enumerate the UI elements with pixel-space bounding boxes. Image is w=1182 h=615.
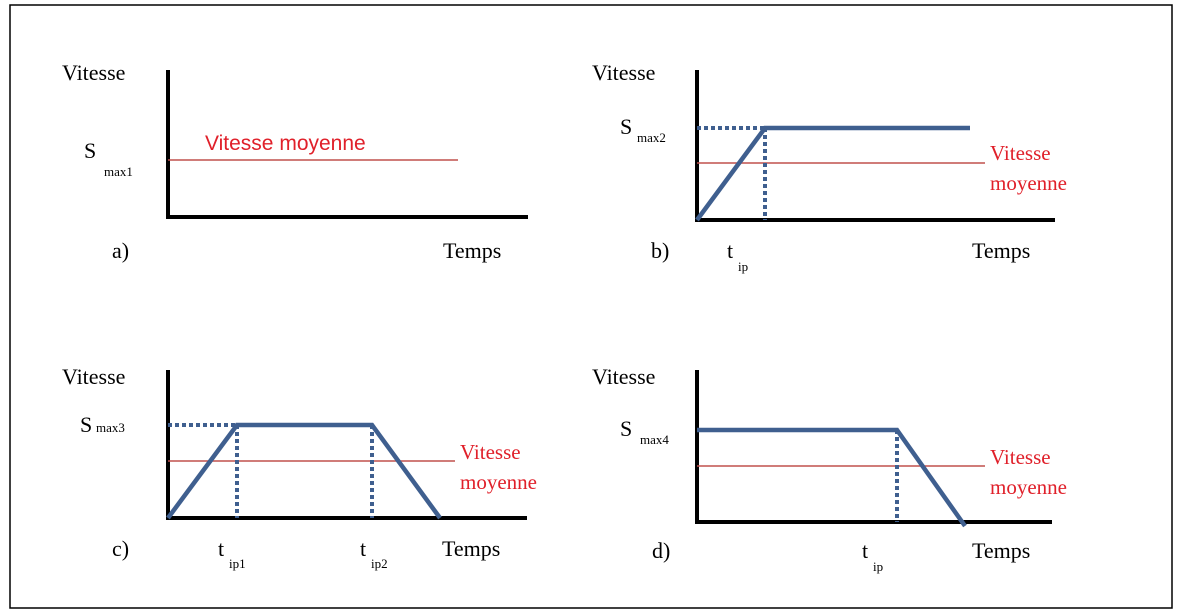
- y-label: Vitesse: [62, 364, 125, 389]
- x-label: Temps: [972, 538, 1030, 563]
- s-label: S: [620, 416, 632, 441]
- panel-label: d): [652, 538, 670, 563]
- y-label: Vitesse: [62, 60, 125, 85]
- t-label: t: [218, 536, 224, 561]
- panel-label: b): [651, 238, 669, 263]
- avg-label: moyenne: [990, 475, 1067, 499]
- t-label-sub: ip: [738, 259, 748, 274]
- panel-label: a): [112, 238, 129, 263]
- x-label: Temps: [442, 536, 500, 561]
- t-label: t: [862, 538, 868, 563]
- t-label: t: [360, 536, 366, 561]
- x-label: Temps: [972, 238, 1030, 263]
- frame: [9, 4, 1173, 609]
- x-label: Temps: [443, 238, 501, 263]
- speed-profile: [695, 125, 970, 222]
- s-label: S: [80, 412, 92, 437]
- avg-label: Vitesse moyenne: [205, 132, 366, 155]
- s-label: S: [620, 114, 632, 139]
- avg-label: Vitesse: [460, 440, 521, 464]
- t-label-sub: ip2: [371, 556, 388, 571]
- s-label: S: [84, 138, 96, 163]
- speed-profile: [697, 427, 967, 528]
- y-label: Vitesse: [592, 60, 655, 85]
- t-label-sub: ip1: [229, 556, 246, 571]
- s-label-sub: max2: [637, 130, 666, 145]
- avg-label: moyenne: [990, 171, 1067, 195]
- avg-label: Vitesse: [990, 445, 1051, 469]
- panel-label: c): [112, 536, 129, 561]
- axes: [166, 70, 528, 219]
- t-label: t: [727, 238, 733, 263]
- s-label-sub: max4: [640, 432, 669, 447]
- speed-profile: [166, 422, 442, 520]
- axes: [695, 370, 1052, 524]
- avg-label: Vitesse: [990, 141, 1051, 165]
- s-label-sub: max1: [104, 164, 133, 179]
- t-label-sub: ip: [873, 559, 883, 574]
- y-label: Vitesse: [592, 364, 655, 389]
- s-label-sub: max3: [96, 420, 125, 435]
- avg-label: moyenne: [460, 470, 537, 494]
